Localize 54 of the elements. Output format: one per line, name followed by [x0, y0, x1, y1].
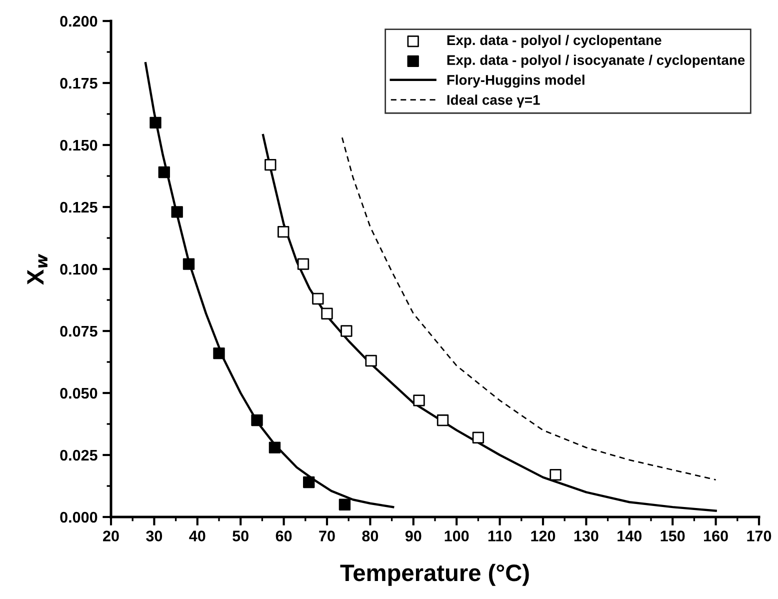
y-tick-label: 0.050 [60, 388, 98, 399]
y-tick-label: 0.150 [60, 140, 98, 151]
x-tick-label: 90 [405, 530, 422, 542]
point [150, 116, 162, 129]
x-tick-label: 50 [232, 530, 248, 542]
point [365, 354, 377, 367]
x-axis-title: Temperature (°C) [340, 564, 529, 586]
point [182, 258, 195, 270]
point [268, 442, 281, 454]
y-axis-title: X$_{w}$ [27, 254, 48, 285]
point [303, 476, 315, 488]
point [213, 347, 225, 360]
y-tick-label: 0.075 [60, 326, 98, 337]
x-tick-label: 60 [276, 530, 292, 542]
line-series [144, 62, 394, 508]
point [251, 414, 263, 426]
y-tick-label: 0.000 [60, 512, 98, 523]
legend-label: Ideal case γ=1 [447, 94, 540, 108]
x-tick-label: 70 [319, 530, 335, 542]
x-tick-label: 110 [488, 530, 512, 542]
x-tick-label: 30 [146, 530, 162, 542]
line-series [262, 134, 717, 512]
point [278, 226, 290, 238]
point [436, 414, 449, 426]
point [472, 432, 484, 444]
y-tick-label: 0.125 [60, 202, 98, 213]
point [338, 498, 351, 510]
x-tick-label: 150 [660, 530, 685, 542]
line-series [341, 136, 716, 480]
legend-label: Flory-Huggins model [447, 74, 584, 88]
y-tick-label: 0.175 [60, 78, 98, 89]
point [413, 394, 425, 406]
y-tick-label: 0.100 [60, 264, 98, 275]
point [321, 308, 333, 320]
x-tick-label: 40 [189, 530, 206, 542]
x-tick-label: 130 [574, 530, 598, 542]
point [297, 258, 310, 270]
point [340, 325, 352, 337]
x-tick-label: 160 [704, 530, 728, 542]
x-tick-label: 100 [444, 530, 469, 542]
y-tick-label: 0.025 [60, 450, 98, 461]
point [264, 158, 276, 171]
legend-label: Exp. data - polyol / isocyanate / cyclopentane [447, 54, 745, 68]
x-tick-label: 80 [362, 530, 378, 542]
x-tick-label: 170 [747, 530, 772, 542]
point [550, 468, 562, 481]
point [158, 166, 170, 178]
legend-label: Exp. data - polyol / cyclopentane [447, 34, 662, 48]
point [312, 292, 324, 305]
x-tick-label: 20 [103, 530, 119, 542]
x-tick-label: 120 [531, 530, 556, 542]
y-tick-label: 0.200 [60, 16, 98, 27]
x-tick-label: 140 [618, 530, 642, 542]
point [171, 206, 183, 218]
